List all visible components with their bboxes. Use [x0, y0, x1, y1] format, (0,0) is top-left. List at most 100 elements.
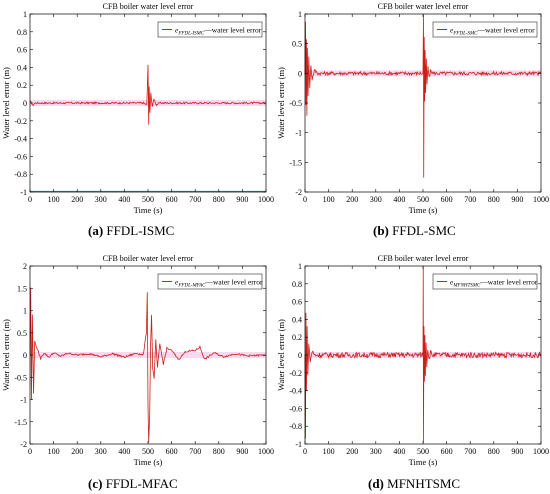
y-tick-label: -0.8 [14, 170, 27, 179]
y-tick-label: 1 [298, 10, 302, 19]
caption-c: (c) FFDL-MFAC [88, 476, 178, 492]
legend-box [157, 21, 263, 38]
y-tick-label: 0 [23, 99, 27, 108]
chart-title: CFB boiler water level error [103, 2, 194, 11]
y-tick-label: 2 [23, 262, 27, 271]
y-tick-label: -0.5 [14, 373, 27, 382]
y-tick-label: 0.5 [17, 329, 27, 338]
x-tick-label: 1000 [258, 195, 274, 204]
y-tick-label: 0.2 [292, 333, 302, 342]
x-tick-label: 500 [417, 195, 429, 204]
x-tick-label: 100 [323, 447, 335, 456]
y-tick-label: 0.4 [292, 315, 302, 324]
x-tick-label: 800 [213, 447, 225, 456]
legend-label: eFFDL-ISMC—water level error [175, 26, 262, 37]
x-tick-label: 500 [417, 447, 429, 456]
caption-d: (d) MFNHTSMC [368, 476, 460, 492]
x-tick-label: 600 [441, 195, 453, 204]
series-line-water-level-error [29, 287, 267, 443]
x-tick-label: 200 [346, 195, 358, 204]
chart-svg-2: CFB boiler water level error 0 100 200 300 40… [1, 254, 274, 467]
x-tick-label: 200 [71, 195, 83, 204]
y-tick-label: -1 [20, 188, 27, 197]
caption-b-text: FFDL-SMC [392, 223, 456, 238]
series-line-water-level-error [29, 64, 267, 125]
y-tick-label: -2 [295, 188, 302, 197]
y-tick-label: -0.6 [14, 152, 27, 161]
x-axis-label: Time (s) [409, 205, 438, 215]
y-tick-label: -0.2 [289, 369, 302, 378]
y-axis-label: Water level error (m) [1, 319, 11, 391]
y-tick-label: 1 [23, 307, 27, 316]
y-tick-label: -0.8 [289, 422, 302, 431]
y-tick-label: -1.5 [14, 418, 27, 427]
x-tick-label: 300 [95, 447, 107, 456]
x-tick-label: 1000 [533, 447, 549, 456]
x-tick-label: 1000 [533, 195, 549, 204]
x-tick-label: 300 [370, 195, 382, 204]
caption-d-letter: (d) [368, 476, 384, 491]
y-tick-label: 0.6 [292, 298, 302, 307]
panel-a-ffdl-ismc: CFB boiler water level error 0 100 200 300 40… [0, 0, 275, 215]
x-tick-label: 500 [142, 447, 154, 456]
y-tick-label: 0.2 [17, 81, 27, 90]
legend: eFFDL-SMC—water level error [432, 21, 538, 38]
y-tick-label: 0.5 [292, 40, 302, 49]
x-tick-label: 700 [464, 447, 476, 456]
y-tick-label: -0.5 [289, 99, 302, 108]
chart-title: CFB boiler water level error [103, 254, 194, 263]
panel-c-ffdl-mfac: CFB boiler water level error 0 100 200 300 40… [0, 252, 275, 467]
chart-svg-3: CFB boiler water level error 0 100 200 300 40… [276, 254, 549, 467]
y-tick-label: 1 [23, 10, 27, 19]
legend-box [432, 273, 538, 290]
x-tick-label: 400 [118, 447, 130, 456]
y-tick-label: 0 [298, 351, 302, 360]
x-tick-label: 300 [95, 195, 107, 204]
y-axis-label: Water level error (m) [1, 67, 11, 139]
legend: eFFDL-MFAC—water level error [157, 273, 263, 290]
x-tick-label: 600 [166, 195, 178, 204]
x-tick-label: 800 [488, 447, 500, 456]
y-tick-label: 1.5 [17, 284, 27, 293]
x-tick-label: 0 [303, 195, 307, 204]
caption-b: (b) FFDL-SMC [373, 223, 456, 239]
x-tick-label: 900 [236, 195, 248, 204]
y-tick-label: 0.8 [17, 28, 27, 37]
y-tick-label: 1 [298, 262, 302, 271]
x-tick-label: 400 [118, 195, 130, 204]
x-tick-label: 100 [323, 195, 335, 204]
caption-a-text: FFDL-ISMC [106, 223, 175, 238]
error-band [30, 100, 266, 106]
y-tick-label: -0.4 [14, 135, 27, 144]
legend: eFFDL-ISMC—water level error [157, 21, 263, 38]
x-tick-label: 800 [488, 195, 500, 204]
y-tick-label: 0.8 [292, 280, 302, 289]
x-tick-label: 100 [48, 447, 60, 456]
x-tick-label: 900 [511, 447, 523, 456]
y-tick-label: -1 [20, 396, 27, 405]
x-tick-label: 400 [393, 447, 405, 456]
x-tick-label: 200 [71, 447, 83, 456]
caption-d-text: MFNHTSMC [387, 476, 461, 491]
x-tick-label: 500 [142, 195, 154, 204]
x-axis-label: Time (s) [134, 457, 163, 467]
x-tick-label: 200 [346, 447, 358, 456]
legend-box [432, 21, 538, 38]
x-tick-label: 700 [464, 195, 476, 204]
y-tick-label: -0.4 [289, 387, 302, 396]
caption-b-letter: (b) [373, 223, 389, 238]
legend-label: eFFDL-SMC—water level error [450, 26, 535, 37]
chart-title: CFB boiler water level error [378, 254, 469, 263]
y-tick-label: -1 [295, 129, 302, 138]
x-tick-label: 0 [28, 447, 32, 456]
y-tick-label: 0.4 [17, 63, 27, 72]
caption-c-letter: (c) [88, 476, 103, 491]
x-tick-label: 800 [213, 195, 225, 204]
x-tick-label: 300 [370, 447, 382, 456]
x-tick-label: 600 [441, 447, 453, 456]
chart-svg-0: CFB boiler water level error 0 100 200 300 40… [1, 2, 274, 215]
x-tick-label: 0 [28, 195, 32, 204]
x-tick-label: 900 [236, 447, 248, 456]
panel-b-ffdl-smc: CFB boiler water level error 0 100 200 300 40… [275, 0, 550, 215]
